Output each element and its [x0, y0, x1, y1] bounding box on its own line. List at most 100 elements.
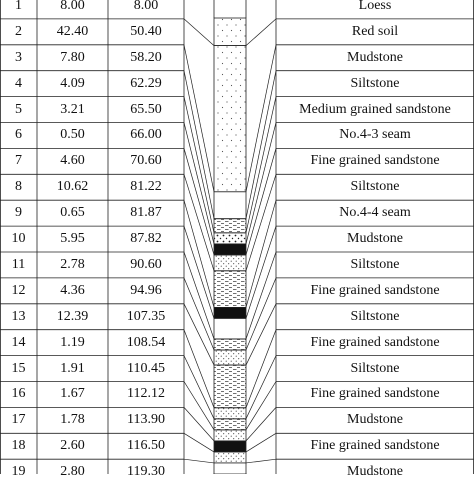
layer-thickness: 5.95: [60, 231, 85, 247]
layer-lithology: Siltstone: [350, 179, 400, 195]
layer-lithology: Siltstone: [350, 75, 400, 91]
layer-depth: 119.30: [127, 464, 165, 480]
layer-depth: 65.50: [130, 101, 162, 117]
layer-number: 16: [11, 386, 26, 402]
leader-line-right: [245, 122, 277, 244]
layer-lithology: No.4-3 seam: [339, 127, 411, 143]
layer-depth: 94.96: [130, 282, 162, 298]
leader-line-left: [183, 200, 215, 308]
leader-line-left: [183, 303, 215, 366]
layer-lithology: No.4-4 seam: [339, 205, 411, 221]
leader-line-right: [245, 329, 277, 408]
layer-lithology: Siltstone: [350, 360, 400, 376]
layer-thickness: 8.00: [60, 0, 85, 13]
layer-thickness: 1.67: [60, 386, 85, 402]
leader-line-left: [183, 381, 215, 431]
leader-line-left: [183, 96, 215, 233]
leader-line-left: [183, 148, 215, 256]
leader-line-right: [245, 148, 277, 256]
leader-line-right: [245, 200, 277, 308]
stratum-layer: [213, 17, 247, 46]
layer-thickness: 1.78: [60, 412, 85, 428]
layer-depth: 70.60: [130, 153, 162, 169]
layer-number: 8: [15, 179, 22, 195]
layer-depth: 90.60: [130, 256, 162, 272]
leader-line-right: [245, 458, 277, 464]
layer-depth: 81.87: [130, 205, 162, 221]
layer-depth: 87.82: [130, 231, 162, 247]
layer-thickness: 0.65: [60, 205, 85, 221]
stratum-layer: [213, 45, 247, 193]
leader-line-right: [245, 225, 277, 319]
layer-lithology: Loess: [358, 0, 392, 13]
stratum-layer: [213, 440, 247, 453]
layer-depth: 107.35: [126, 308, 166, 324]
layer-lithology: Red soil: [351, 23, 399, 39]
stratum-layer: [213, 191, 247, 220]
layer-number: 17: [11, 412, 26, 428]
layer-lithology: Mudstone: [347, 49, 403, 65]
leader-line-left: [183, 329, 215, 408]
leader-line-right: [245, 303, 277, 366]
leader-line-right: [245, 96, 277, 233]
stratum-layer: [213, 429, 247, 442]
layer-depth: 50.40: [130, 23, 162, 39]
stratum-layer: [213, 270, 247, 308]
layer-number: 2: [15, 23, 22, 39]
layer-lithology: Mudstone: [347, 464, 403, 480]
stratum-layer: [213, 418, 247, 431]
layer-thickness: 4.36: [60, 282, 85, 298]
layer-thickness: 2.78: [60, 256, 85, 272]
layer-thickness: 2.80: [60, 464, 85, 480]
layer-lithology: Fine grained sandstone: [310, 334, 440, 350]
leader-line-left: [183, 251, 215, 340]
layer-number: 7: [15, 153, 22, 169]
leader-line-left: [183, 407, 215, 442]
layer-number: 12: [11, 282, 26, 298]
layer-depth: 110.45: [127, 360, 165, 376]
leader-line-right: [245, 44, 277, 192]
stratum-layer: [213, 349, 247, 366]
leader-line-left: [183, 44, 215, 192]
stratum-layer: [213, 318, 247, 340]
leader-line-right: [245, 407, 277, 442]
layer-thickness: 4.09: [60, 75, 85, 91]
layer-lithology: Fine grained sandstone: [310, 386, 440, 402]
layer-lithology: Siltstone: [350, 308, 400, 324]
layer-lithology: Fine grained sandstone: [310, 153, 440, 169]
leader-line-right: [245, 433, 277, 453]
layer-lithology: Fine grained sandstone: [310, 282, 440, 298]
layer-thickness: 1.19: [60, 334, 85, 350]
layer-thickness: 0.50: [60, 127, 85, 143]
layer-lithology: Medium grained sandstone: [299, 101, 451, 117]
layer-depth: 116.50: [127, 438, 165, 454]
stratum-layer: [213, 338, 247, 351]
leader-line-right: [245, 174, 277, 271]
leader-line-left: [183, 225, 215, 319]
layer-number: 9: [15, 205, 22, 221]
layer-thickness: 12.39: [56, 308, 89, 324]
leader-line-left: [183, 458, 215, 464]
layer-depth: 112.12: [127, 386, 165, 402]
layer-depth: 62.29: [130, 75, 162, 91]
layer-number: 13: [11, 308, 26, 324]
stratum-layer: [213, 254, 247, 272]
layer-number: 1: [15, 0, 22, 13]
leader-line-right: [245, 355, 277, 419]
layer-number: 19: [11, 464, 26, 480]
leader-line-left: [183, 277, 215, 351]
stratum-layer: [213, 243, 247, 256]
layer-thickness: 10.62: [56, 179, 89, 195]
layer-number: 3: [15, 49, 22, 65]
leader-line-right: [245, 277, 277, 351]
stratum-layer: [213, 232, 247, 245]
leader-line-right: [245, 251, 277, 340]
layer-thickness: 4.60: [60, 153, 85, 169]
strata-svg: [0, 0, 474, 474]
leader-line-left: [183, 433, 215, 453]
layer-depth: 108.54: [126, 334, 166, 350]
stratum-layer: [213, 407, 247, 420]
leader-line-left: [183, 18, 215, 46]
layer-depth: 58.20: [130, 49, 162, 65]
layer-thickness: 2.60: [60, 438, 85, 454]
